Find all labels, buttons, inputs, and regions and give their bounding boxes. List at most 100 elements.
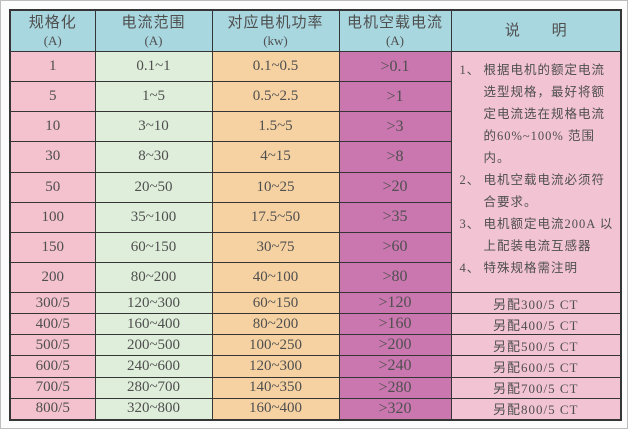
header-unit: (kw): [263, 33, 288, 48]
table-row: 500/5 200~500 100~250 >200 另配500/5 CT: [9, 334, 622, 357]
power-cell: 140~350: [211, 376, 340, 399]
header-title: 电机空载电流: [346, 15, 443, 31]
spec-cell: 5: [9, 81, 96, 113]
table-row: 600/5 240~600 120~300 >240 另配600/5 CT: [9, 355, 622, 378]
table-row: 400/5 160~400 80~200 >160 另配400/5 CT: [9, 313, 622, 336]
power-cell: 60~150: [211, 291, 340, 315]
note-number: 2、: [459, 173, 481, 187]
noload-cell: >200: [338, 334, 452, 357]
power-cell: 80~200: [211, 313, 340, 336]
note-text: 电机额定电流200A 以上配装电流互感器: [483, 217, 614, 253]
noload-cell: >3: [338, 111, 452, 143]
range-cell: 200~500: [94, 334, 213, 357]
table-row: 300/5 120~300 60~150 >120 另配300/5 CT: [9, 291, 622, 315]
table-row: 1 0.1~1 0.1~0.5 >0.1 1、 根据电机的额定电流选型规格，最好将额定电流…: [9, 50, 622, 293]
power-cell: 17.5~50: [211, 201, 340, 233]
note-item: 4、 特殊规格需注明: [460, 257, 617, 279]
noload-cell: >8: [338, 141, 452, 173]
spec-cell: 700/5: [9, 376, 96, 399]
ct-note-cell: 另配500/5 CT: [450, 334, 622, 357]
col-header-spec: 规格化 (A): [9, 9, 96, 52]
range-cell: 320~800: [94, 397, 213, 421]
header-unit: (A): [385, 33, 405, 48]
range-cell: 35~100: [94, 201, 213, 233]
table-row: 800/5 320~800 160~400 >320 另配800/5 CT: [9, 397, 622, 421]
noload-cell: >60: [338, 231, 452, 263]
spec-cell: 400/5: [9, 313, 96, 336]
range-cell: 20~50: [94, 171, 213, 203]
col-header-motor-power: 对应电机功率 (kw): [211, 9, 340, 52]
table-row: 10 3~10 1.5~5 >3: [9, 111, 621, 143]
header-title: 对应电机功率: [227, 15, 324, 31]
spec-cell: 800/5: [9, 397, 96, 421]
spec-cell: 150: [9, 231, 96, 263]
header-unit: (A): [144, 33, 163, 48]
range-cell: 0.1~1: [94, 50, 213, 83]
power-cell: 120~300: [211, 355, 340, 378]
spec-cell: 100: [9, 201, 96, 233]
power-cell: 0.1~0.5: [211, 50, 340, 83]
noload-cell: >280: [338, 376, 452, 399]
noload-cell: >320: [338, 397, 452, 421]
spec-cell: 1: [9, 50, 96, 83]
range-cell: 280~700: [94, 376, 213, 399]
power-cell: 1.5~5: [211, 111, 340, 143]
noload-cell: >160: [338, 313, 452, 336]
spec-cell: 50: [9, 171, 96, 203]
spec-cell: 200: [9, 261, 96, 294]
note-text: 特殊规格需注明: [483, 261, 579, 275]
note-item: 2、 电机空载电流必须符合要求。: [460, 169, 617, 213]
spec-cell: 10: [9, 111, 96, 143]
col-header-remarks: 说 明: [450, 9, 622, 52]
spec-cell: 500/5: [9, 334, 96, 357]
noload-cell: >240: [338, 355, 452, 378]
spec-cell: 300/5: [9, 291, 96, 315]
range-cell: 1~5: [94, 81, 213, 113]
header-title: 规格化: [28, 15, 77, 31]
col-header-current-range: 电流范围 (A): [94, 9, 213, 52]
range-cell: 80~200: [94, 261, 213, 294]
table-row: 150 60~150 30~75 >60: [9, 231, 621, 263]
spec-cell: 600/5: [9, 355, 96, 378]
noload-cell: >1: [338, 81, 452, 113]
ct-note-cell: 另配600/5 CT: [450, 355, 622, 378]
spec-cell: 30: [9, 141, 96, 173]
note-number: 4、: [459, 261, 481, 275]
motor-current-spec-table: 规格化 (A) 电流范围 (A) 对应电机功率 (kw) 电机空载电流 (A) …: [9, 9, 622, 421]
header-unit: (A): [43, 33, 62, 48]
note-item: 3、 电机额定电流200A 以上配装电流互感器: [460, 213, 617, 257]
remarks-notes-block: 1、 根据电机的额定电流选型规格，最好将额定电流选在规格电流的60%~100% 范…: [450, 51, 622, 293]
range-cell: 60~150: [94, 231, 213, 263]
table-row: 200 80~200 40~100 >80: [9, 261, 621, 294]
range-cell: 8~30: [94, 141, 213, 173]
noload-cell: >120: [338, 291, 452, 315]
power-cell: 160~400: [211, 397, 340, 421]
ct-note-cell: 另配800/5 CT: [450, 397, 622, 421]
power-cell: 30~75: [211, 231, 340, 263]
ct-note-cell: 另配400/5 CT: [450, 313, 622, 336]
note-text: 电机空载电流必须符合要求。: [483, 173, 606, 209]
power-cell: 100~250: [211, 334, 340, 357]
noload-cell: >20: [338, 171, 452, 203]
range-cell: 240~600: [94, 355, 213, 378]
header-title: 说 明: [504, 22, 581, 39]
power-cell: 10~25: [211, 171, 340, 203]
col-header-noload-current: 电机空载电流 (A): [338, 9, 452, 52]
power-cell: 4~15: [211, 141, 340, 173]
range-cell: 3~10: [94, 111, 213, 143]
note-number: 3、: [459, 217, 481, 231]
note-item: 1、 根据电机的额定电流选型规格，最好将额定电流选在规格电流的60%~100% 范…: [460, 59, 617, 169]
noload-cell: >0.1: [338, 50, 452, 83]
power-cell: 40~100: [211, 261, 340, 294]
header-row: 规格化 (A) 电流范围 (A) 对应电机功率 (kw) 电机空载电流 (A) …: [9, 9, 622, 52]
table-row: 700/5 280~700 140~350 >280 另配700/5 CT: [9, 376, 622, 399]
table-row: 5 1~5 0.5~2.5 >1: [9, 81, 621, 113]
noload-cell: >80: [338, 261, 452, 294]
noload-cell: >35: [338, 201, 452, 233]
range-cell: 160~400: [94, 313, 213, 336]
ct-note-cell: 另配700/5 CT: [450, 376, 622, 399]
ct-note-cell: 另配300/5 CT: [450, 291, 622, 315]
table-row: 100 35~100 17.5~50 >35: [9, 201, 621, 233]
note-text: 根据电机的额定电流选型规格，最好将额定电流选在规格电流的60%~100% 范围内…: [483, 63, 606, 165]
